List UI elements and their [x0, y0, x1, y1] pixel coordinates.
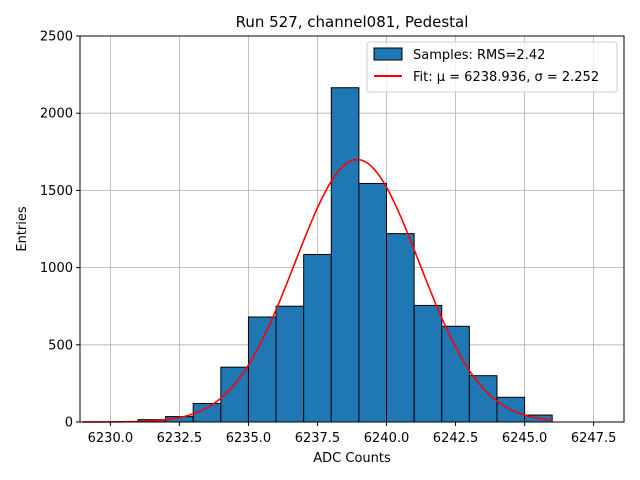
y-tick-label: 2500	[40, 30, 73, 45]
legend: Samples: RMS=2.42 Fit: μ = 6238.936, σ =…	[366, 41, 618, 93]
x-axis-label: ADC Counts	[313, 451, 391, 466]
x-tick-label: 6230.0	[88, 431, 134, 446]
x-tick-label: 6247.5	[571, 431, 617, 446]
histogram-bars	[137, 87, 553, 423]
histogram-bar	[441, 325, 470, 423]
histogram-bar	[386, 233, 415, 423]
histogram-bar	[303, 253, 332, 423]
histogram-bar	[358, 182, 388, 423]
x-tick-label: 6245.0	[502, 431, 548, 446]
histogram-bar	[413, 304, 443, 423]
x-tick-label: 6240.0	[364, 431, 410, 446]
legend-label-fit: Fit: μ = 6238.936, σ = 2.252	[413, 70, 599, 85]
y-axis-label: Entries	[15, 206, 30, 252]
fit-curve-group	[82, 158, 553, 423]
y-tick-label: 0	[65, 416, 73, 431]
plot-frame	[79, 35, 625, 423]
histogram-bar	[468, 375, 498, 423]
y-tick-label: 1000	[40, 261, 73, 276]
fit-curve	[82, 158, 553, 423]
x-tick-label: 6235.0	[226, 431, 272, 446]
chart-title: Run 527, channel081, Pedestal	[236, 13, 469, 31]
y-axis-ticks: 0 500 1000 1500 2000 2500	[40, 30, 80, 431]
x-tick-label: 6232.5	[157, 431, 203, 446]
x-axis-ticks: 6230.0 6232.5 6235.0 6237.5 6240.0 6242.5 6245…	[88, 422, 617, 446]
y-tick-label: 1500	[40, 184, 73, 199]
x-tick-label: 6237.5	[295, 431, 341, 446]
x-tick-label: 6242.5	[433, 431, 479, 446]
histogram-bar	[247, 316, 277, 423]
legend-label-samples: Samples: RMS=2.42	[413, 48, 545, 63]
histogram-bar	[330, 87, 360, 423]
histogram-bar	[275, 305, 305, 423]
legend-swatch-samples	[373, 47, 403, 61]
y-tick-label: 2000	[40, 107, 73, 122]
legend-box	[366, 41, 618, 93]
y-tick-label: 500	[48, 338, 73, 353]
